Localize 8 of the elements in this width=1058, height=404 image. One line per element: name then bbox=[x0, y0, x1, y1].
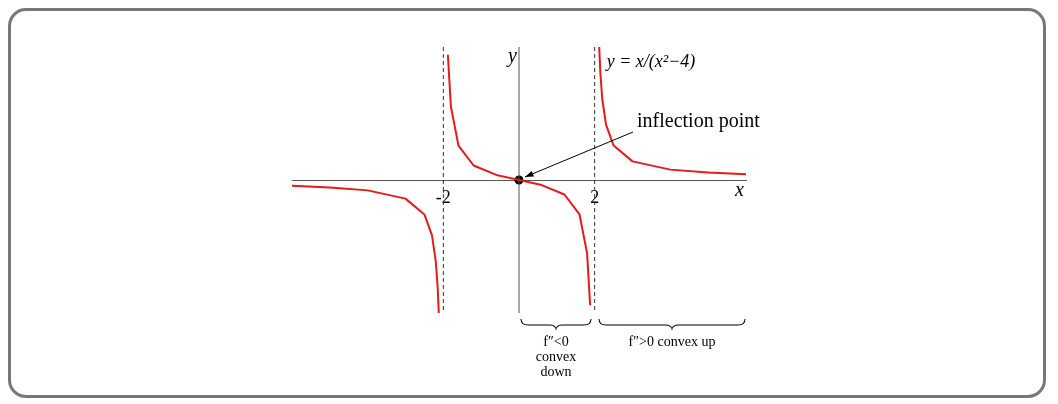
x-tick-label: -2 bbox=[435, 186, 451, 207]
y-axis-title: y bbox=[506, 44, 518, 68]
x-axis-title: x bbox=[734, 178, 745, 201]
annotation: y = x/(x²−4) bbox=[604, 50, 696, 72]
x-tick-label: 2 bbox=[590, 186, 600, 207]
text: f″>0 convex up bbox=[627, 334, 717, 349]
annotation: inflection point bbox=[637, 109, 761, 133]
text: f″<0 convex down bbox=[534, 334, 578, 379]
